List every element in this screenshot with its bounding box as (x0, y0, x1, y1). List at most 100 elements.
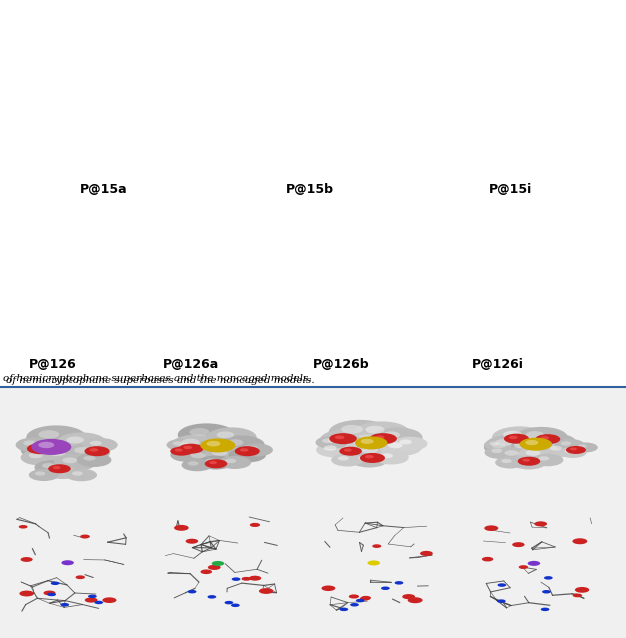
Circle shape (182, 438, 200, 446)
Circle shape (235, 446, 260, 456)
Circle shape (509, 436, 518, 439)
Circle shape (335, 435, 344, 439)
Circle shape (372, 544, 381, 548)
Text: P@126a: P@126a (163, 357, 219, 371)
Circle shape (21, 449, 61, 466)
Text: P@126b: P@126b (313, 357, 369, 371)
Circle shape (329, 420, 391, 445)
Circle shape (382, 431, 400, 438)
Circle shape (33, 445, 42, 449)
Circle shape (555, 439, 585, 451)
Text: P@126: P@126 (29, 357, 77, 371)
Circle shape (188, 461, 199, 466)
Circle shape (504, 438, 554, 457)
Circle shape (259, 588, 274, 594)
Circle shape (53, 468, 64, 473)
Circle shape (498, 583, 506, 587)
Circle shape (559, 447, 587, 458)
Circle shape (232, 577, 240, 581)
Circle shape (543, 443, 578, 457)
Circle shape (249, 575, 261, 581)
Circle shape (528, 561, 540, 566)
Circle shape (90, 441, 102, 445)
Circle shape (42, 463, 55, 468)
Circle shape (217, 435, 265, 454)
Circle shape (320, 429, 375, 451)
Circle shape (208, 565, 221, 570)
Circle shape (352, 443, 399, 462)
Circle shape (358, 456, 371, 461)
Circle shape (54, 454, 96, 471)
Circle shape (367, 560, 380, 565)
Circle shape (85, 598, 98, 603)
Circle shape (514, 441, 531, 449)
Circle shape (339, 607, 348, 611)
Circle shape (535, 521, 547, 526)
Circle shape (331, 443, 376, 461)
Circle shape (227, 439, 244, 446)
Circle shape (542, 590, 551, 593)
Circle shape (200, 438, 235, 452)
Circle shape (76, 453, 111, 467)
Circle shape (198, 456, 233, 470)
Circle shape (183, 446, 192, 449)
Circle shape (38, 430, 59, 438)
Circle shape (247, 446, 259, 450)
Circle shape (242, 577, 251, 581)
Circle shape (202, 444, 218, 451)
Circle shape (60, 603, 69, 607)
Circle shape (350, 603, 359, 607)
Circle shape (399, 440, 412, 445)
Circle shape (504, 434, 529, 443)
Circle shape (228, 447, 266, 463)
Circle shape (218, 456, 251, 469)
Circle shape (56, 433, 106, 452)
Circle shape (420, 551, 433, 556)
Circle shape (496, 447, 536, 463)
Circle shape (540, 436, 549, 440)
Circle shape (578, 445, 587, 448)
Circle shape (511, 456, 546, 470)
Circle shape (550, 446, 562, 450)
Circle shape (561, 441, 571, 445)
Circle shape (171, 440, 211, 456)
Circle shape (544, 576, 553, 580)
Circle shape (503, 431, 522, 438)
Circle shape (182, 459, 213, 471)
Circle shape (16, 438, 53, 452)
Text: P@15b: P@15b (286, 183, 334, 197)
Circle shape (192, 440, 240, 459)
Circle shape (490, 441, 499, 445)
Circle shape (83, 456, 96, 461)
Circle shape (90, 448, 98, 452)
Circle shape (532, 454, 563, 466)
Circle shape (240, 448, 249, 452)
Circle shape (369, 433, 397, 444)
Circle shape (360, 453, 385, 463)
Circle shape (327, 437, 344, 443)
Circle shape (66, 469, 97, 481)
Circle shape (381, 586, 390, 590)
Circle shape (19, 525, 28, 528)
Circle shape (209, 461, 217, 464)
Circle shape (34, 460, 72, 475)
Circle shape (207, 595, 216, 598)
Circle shape (520, 438, 552, 450)
Circle shape (540, 437, 557, 443)
Circle shape (566, 446, 586, 454)
Circle shape (72, 471, 83, 476)
Circle shape (225, 601, 233, 604)
Circle shape (212, 561, 224, 566)
Circle shape (394, 581, 403, 584)
Circle shape (23, 440, 36, 446)
Circle shape (341, 425, 363, 434)
Circle shape (171, 434, 223, 456)
Circle shape (231, 604, 240, 607)
Circle shape (178, 424, 235, 447)
Circle shape (39, 445, 86, 464)
Circle shape (207, 427, 257, 447)
Circle shape (316, 442, 354, 457)
Circle shape (43, 591, 56, 595)
Circle shape (203, 446, 248, 464)
Circle shape (83, 438, 118, 452)
